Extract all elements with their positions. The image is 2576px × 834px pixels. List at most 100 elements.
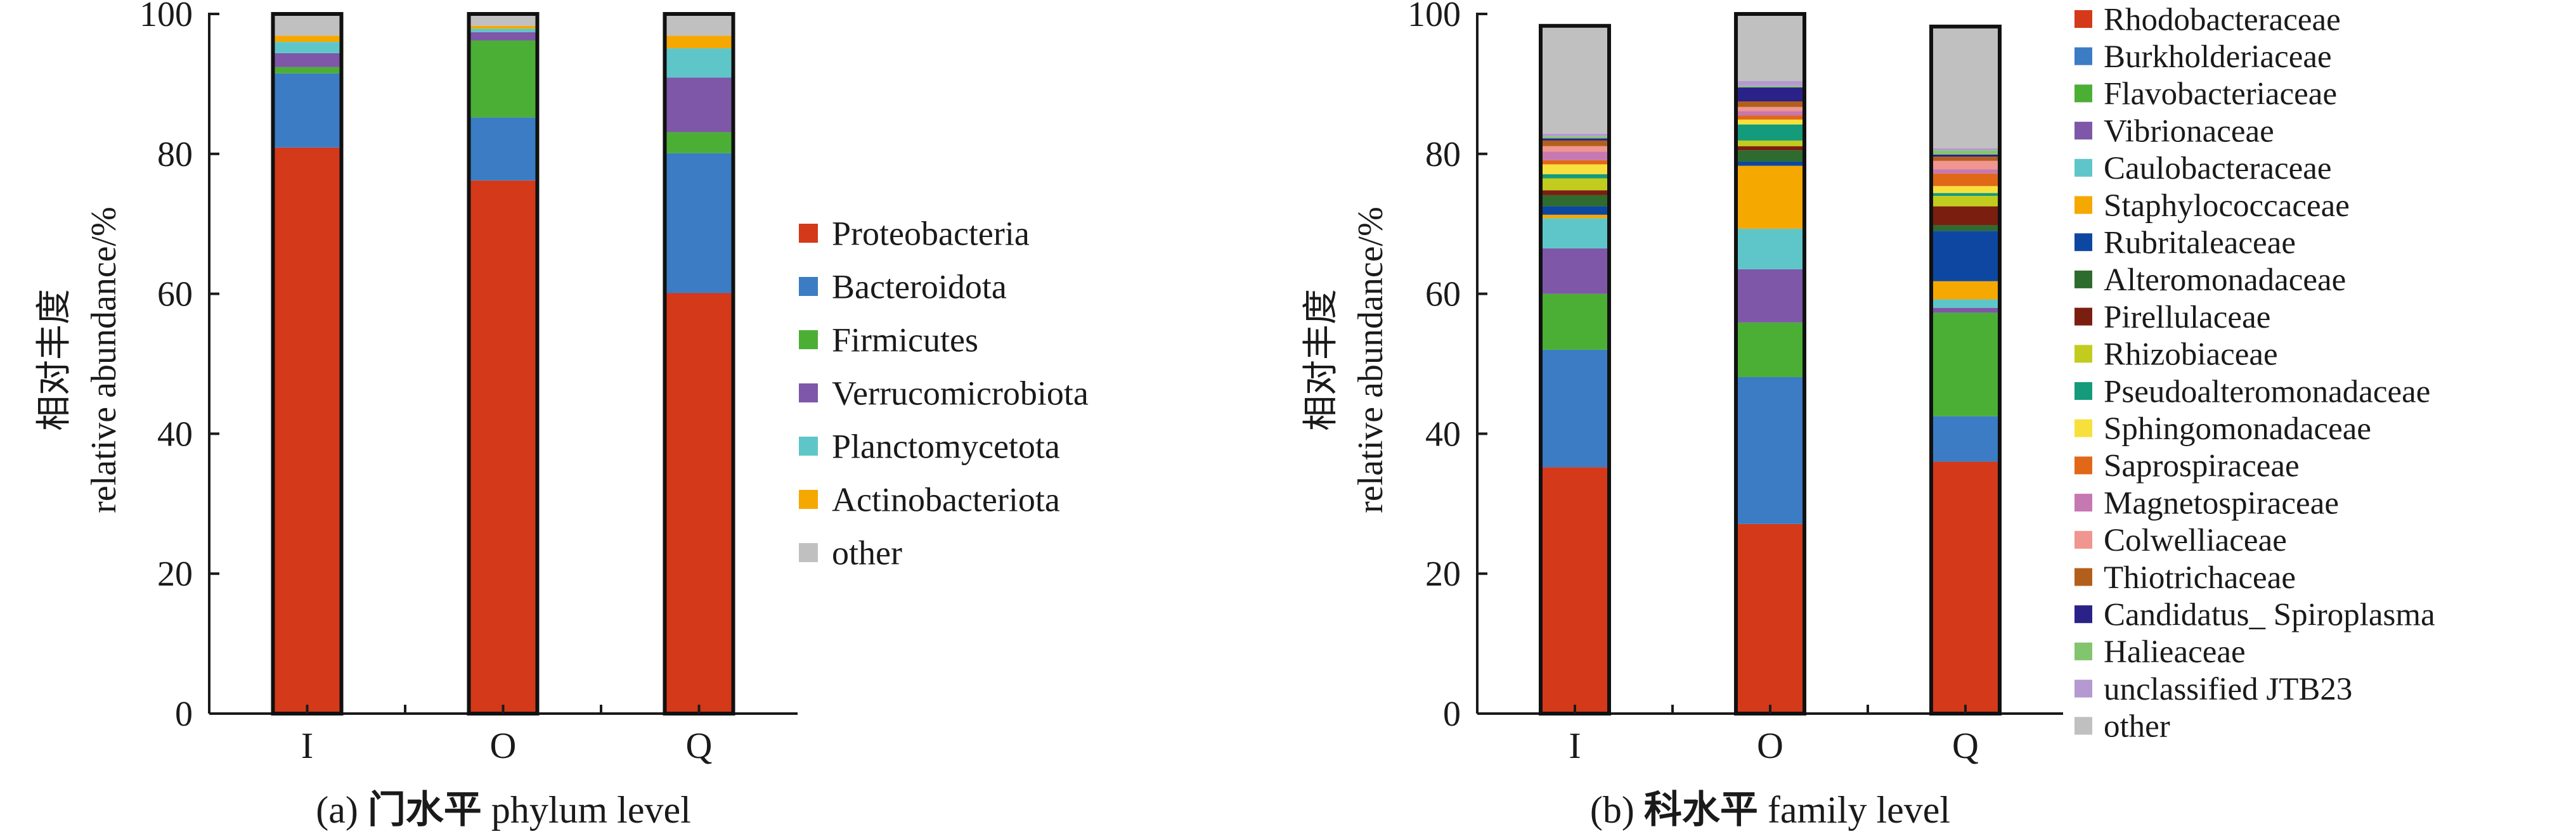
legend-label: Bacteroidota bbox=[832, 267, 1007, 305]
legend-swatch bbox=[799, 277, 818, 296]
bar-segment bbox=[273, 53, 342, 67]
bar-segment bbox=[1541, 160, 1609, 165]
legend-swatch bbox=[2074, 10, 2092, 28]
bar-segment bbox=[1736, 87, 1804, 101]
bar-segment bbox=[1541, 293, 1609, 350]
bar-segment bbox=[1541, 133, 1609, 137]
bar-segment bbox=[1736, 86, 1804, 87]
legend-swatch bbox=[2074, 456, 2092, 475]
legend-label: Planctomycetota bbox=[832, 427, 1060, 465]
x-tick-label: Q bbox=[1952, 725, 1979, 766]
bar-segment bbox=[1541, 206, 1609, 215]
bar-segment bbox=[1736, 106, 1804, 112]
legend-label: Actinobacteriota bbox=[832, 480, 1060, 518]
legend-label: Staphylococcaceae bbox=[2104, 188, 2350, 224]
y-tick-label: 100 bbox=[139, 0, 193, 34]
legend-label: Rhizobiaceae bbox=[2104, 337, 2278, 373]
bar-segment bbox=[1736, 161, 1804, 166]
bar-segment bbox=[1736, 150, 1804, 162]
y-tick-label: 40 bbox=[157, 414, 193, 454]
bar-segment bbox=[469, 25, 538, 29]
bar-segment bbox=[664, 48, 734, 78]
y-axis-label-cn: 相对丰度 bbox=[35, 289, 74, 431]
bar-segment bbox=[273, 73, 342, 148]
legend-swatch bbox=[799, 543, 818, 562]
legend-swatch bbox=[2074, 270, 2092, 288]
y-axis-label-cn: 相对丰度 bbox=[1302, 289, 1341, 431]
y-tick-label: 20 bbox=[157, 555, 193, 594]
bar-segment bbox=[1931, 206, 2000, 226]
legend-label: Sphingomonadaceae bbox=[2104, 411, 2371, 447]
chart-panel-1: 0 20 40 60 80 100 I O Q 相对丰度 relative abundance/% R… bbox=[1302, 0, 2435, 831]
bar-segment bbox=[664, 14, 734, 36]
bar-segment bbox=[1931, 193, 2000, 196]
legend-swatch bbox=[2074, 158, 2092, 177]
legend-swatch bbox=[2074, 717, 2092, 735]
bar-segment bbox=[273, 67, 342, 74]
x-tick-label: I bbox=[301, 725, 313, 766]
y-tick-label: 20 bbox=[1425, 555, 1461, 594]
caption-en: family level bbox=[1758, 789, 1950, 831]
bar-segment bbox=[1931, 196, 2000, 207]
bar-segment bbox=[1736, 228, 1804, 269]
x-tick-label: O bbox=[1757, 725, 1783, 766]
legend-label: Vibrionaceae bbox=[2104, 113, 2274, 149]
x-tick-label: O bbox=[490, 725, 517, 766]
caption-cn: 门水平 bbox=[368, 789, 482, 831]
legend-label: Saprospiraceae bbox=[2104, 449, 2300, 484]
bar-segment bbox=[1541, 178, 1609, 191]
bar-segment bbox=[1736, 165, 1804, 229]
bar-segment bbox=[469, 32, 538, 41]
legend-label: Colwelliaceae bbox=[2104, 523, 2287, 558]
caption-en: phylum level bbox=[482, 789, 691, 831]
bar-segment bbox=[1736, 269, 1804, 323]
bar-segment bbox=[1541, 25, 1609, 134]
bar-segment bbox=[469, 29, 538, 32]
bar-segment bbox=[1931, 299, 2000, 308]
y-tick-label: 0 bbox=[175, 695, 193, 734]
legend-swatch bbox=[799, 224, 818, 243]
y-axis-label-en: relative abundance/% bbox=[84, 207, 124, 513]
bar-segment bbox=[1736, 80, 1804, 86]
y-axis-label: 相对丰度 relative abundance/% bbox=[35, 207, 124, 513]
legend-swatch bbox=[799, 437, 818, 456]
bar-segment bbox=[469, 40, 538, 118]
bar-segment bbox=[1931, 157, 2000, 161]
legend: Proteobacteria Bacteroidota Firmicutes Verr… bbox=[799, 214, 1089, 572]
legend-label: unclassified JTB23 bbox=[2104, 672, 2352, 707]
legend-swatch bbox=[2074, 122, 2092, 140]
chart-panel-0: 0 20 40 60 80 100 I O Q 相对丰度 relative abundance/% P… bbox=[35, 0, 1089, 831]
legend-swatch bbox=[2074, 530, 2092, 549]
legend-swatch bbox=[799, 490, 818, 509]
x-tick-label: Q bbox=[686, 725, 713, 766]
chart-caption: (b) 科水平 family level bbox=[1590, 789, 1950, 831]
y-tick-label: 60 bbox=[157, 275, 193, 314]
bar-segment bbox=[1931, 169, 2000, 174]
bar-segment bbox=[1736, 523, 1804, 714]
bar-segment bbox=[1736, 111, 1804, 116]
legend-swatch bbox=[2074, 605, 2092, 624]
y-tick-label: 80 bbox=[1425, 135, 1461, 174]
bar-segment bbox=[273, 147, 342, 714]
bar-segment bbox=[1736, 124, 1804, 141]
legend-label: Firmicutes bbox=[832, 321, 978, 359]
bar-segment bbox=[1931, 231, 2000, 281]
bar-segment bbox=[1541, 140, 1609, 146]
bar-segment bbox=[1736, 376, 1804, 524]
bar-segment bbox=[1736, 115, 1804, 120]
legend-label: Caulobacteraceae bbox=[2104, 151, 2332, 186]
bar-segment bbox=[469, 14, 538, 26]
legend-label: Flavobacteriaceae bbox=[2104, 77, 2337, 112]
bar-segment bbox=[1931, 225, 2000, 231]
legend-swatch bbox=[799, 383, 818, 402]
legend-label: Pirellulaceae bbox=[2104, 300, 2270, 335]
bar-segment bbox=[1931, 154, 2000, 157]
legend-swatch bbox=[2074, 84, 2092, 103]
bar-segment bbox=[1931, 160, 2000, 170]
legend-label: Candidatus_ Spiroplasma bbox=[2104, 598, 2435, 633]
bar-segment bbox=[273, 35, 342, 42]
legend-swatch bbox=[799, 330, 818, 349]
bar-segment bbox=[1736, 146, 1804, 151]
bar-segment bbox=[1541, 164, 1609, 174]
bar-segment bbox=[1931, 416, 2000, 462]
